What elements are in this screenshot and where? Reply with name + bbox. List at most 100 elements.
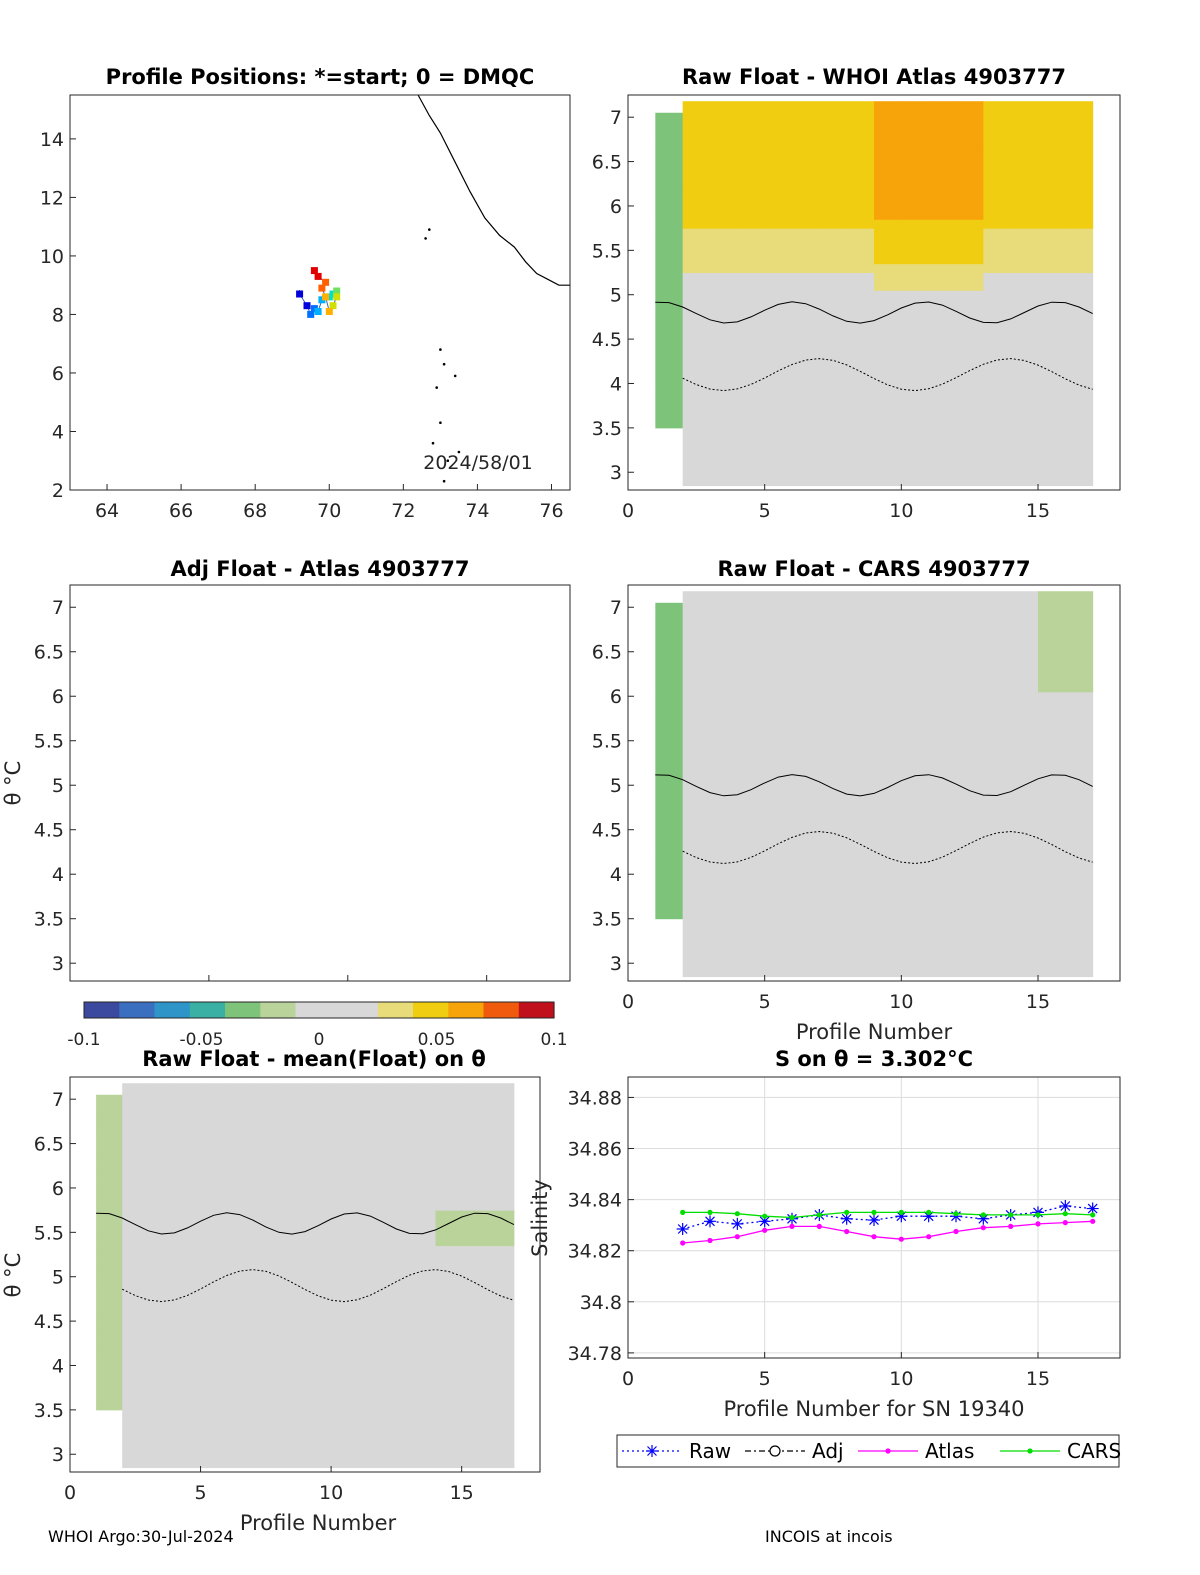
- heatmap-cell: [874, 869, 902, 880]
- heatmap-cell: [357, 1165, 384, 1176]
- heatmap-cell: [383, 1316, 410, 1327]
- heatmap-cell: [764, 591, 793, 595]
- heatmap-cell: [792, 940, 820, 951]
- heatmap-cell: [1038, 334, 1066, 345]
- heatmap-cell: [1065, 789, 1094, 800]
- colorbar-segment: [166, 1002, 179, 1018]
- contour-line-dotted: [121, 1269, 515, 1303]
- heatmap-cell: [655, 829, 684, 840]
- series-point-cars: [1008, 1212, 1014, 1218]
- heatmap-cell: [200, 1139, 228, 1149]
- heatmap-cell: [874, 727, 902, 737]
- heatmap-cell: [874, 887, 902, 897]
- profile-point: [318, 296, 326, 304]
- heatmap-cell: [278, 1219, 306, 1229]
- heatmap-cell: [682, 709, 711, 719]
- heatmap-cell: [252, 1316, 280, 1327]
- heatmap-cell: [710, 780, 738, 791]
- heatmap-cell: [226, 1440, 254, 1451]
- heatmap-cell: [461, 1174, 489, 1185]
- heatmap-cell: [96, 1250, 123, 1260]
- heatmap-cell: [1010, 798, 1039, 808]
- heatmap-cell: [819, 325, 848, 336]
- heatmap-cell: [792, 183, 820, 194]
- heatmap-cell: [792, 458, 820, 469]
- heatmap-cell: [148, 1083, 175, 1087]
- heatmap-cell: [278, 1423, 306, 1433]
- heatmap-cell: [122, 1183, 149, 1193]
- heatmap-cell: [819, 352, 848, 362]
- heatmap-cell: [1010, 932, 1039, 942]
- heatmap-cell: [956, 673, 984, 684]
- heatmap-cell: [874, 914, 902, 924]
- heatmap-cell: [200, 1263, 228, 1273]
- heatmap-cell: [200, 1290, 228, 1300]
- heatmap-cell: [682, 387, 711, 398]
- heatmap-cell: [874, 254, 902, 265]
- heatmap-cell: [226, 1139, 254, 1149]
- heatmap-cell: [792, 414, 820, 424]
- heatmap-cell: [1038, 665, 1066, 675]
- heatmap-cell: [278, 1083, 306, 1087]
- heatmap-cell: [278, 1210, 306, 1220]
- heatmap-cell: [305, 1458, 332, 1469]
- heatmap-cell: [846, 843, 875, 853]
- heatmap-cell: [737, 958, 766, 969]
- heatmap-cell: [764, 860, 793, 871]
- heatmap-cell: [1038, 851, 1066, 862]
- heatmap-cell: [409, 1440, 437, 1451]
- heatmap-cell: [710, 807, 738, 817]
- heatmap-cell: [764, 647, 793, 657]
- heatmap-cell: [983, 896, 1012, 906]
- heatmap-cell: [792, 450, 820, 460]
- heatmap-cell: [792, 423, 820, 433]
- heatmap-cell: [252, 1334, 280, 1344]
- heatmap-cell: [846, 254, 875, 265]
- heatmap-cell: [252, 1112, 280, 1122]
- heatmap-cell: [928, 647, 957, 657]
- heatmap-cell: [928, 851, 957, 862]
- heatmap-cell: [226, 1245, 254, 1256]
- heatmap-cell: [874, 896, 902, 906]
- heatmap-cell: [1038, 967, 1066, 978]
- colorbar-segment: [330, 1002, 344, 1018]
- heatmap-cell: [174, 1148, 202, 1158]
- heatmap-cell: [737, 405, 766, 416]
- heatmap-cell: [1038, 762, 1066, 773]
- heatmap-cell: [655, 285, 684, 296]
- heatmap-cell: [252, 1219, 280, 1229]
- heatmap-cell: [737, 860, 766, 871]
- heatmap-cell: [1038, 166, 1066, 176]
- heatmap-cell: [792, 709, 820, 719]
- heatmap-cell: [819, 887, 848, 897]
- heatmap-cell: [928, 593, 957, 604]
- heatmap-cell: [901, 263, 930, 274]
- heatmap-cell: [174, 1458, 202, 1469]
- heatmap-cell: [1010, 602, 1039, 613]
- heatmap-cell: [819, 458, 848, 469]
- colorbar-segment: [189, 1002, 203, 1018]
- heatmap-cell: [1010, 958, 1039, 969]
- heatmap-cell: [1010, 432, 1039, 442]
- heatmap-cell: [983, 192, 1012, 203]
- ytick-label: 4.5: [592, 820, 622, 842]
- heatmap-cell: [487, 1298, 515, 1309]
- heatmap-cell: [737, 467, 766, 478]
- heatmap-cell: [1038, 237, 1066, 247]
- heatmap-cell: [819, 878, 848, 889]
- heatmap-cell: [792, 673, 820, 684]
- heatmap-cell: [928, 308, 957, 318]
- heatmap-cell: [928, 673, 957, 684]
- heatmap-cell: [682, 414, 711, 424]
- ytick-label: 34.86: [568, 1139, 622, 1161]
- heatmap-cell: [305, 1130, 332, 1140]
- heatmap-cell: [928, 762, 957, 773]
- heatmap-cell: [1038, 718, 1066, 728]
- heatmap-cell: [846, 656, 875, 666]
- heatmap-cell: [461, 1396, 489, 1406]
- heatmap-cell: [435, 1156, 463, 1167]
- heatmap-cell: [901, 843, 930, 853]
- heatmap-cell: [252, 1210, 280, 1220]
- heatmap-cell: [655, 170, 684, 180]
- heatmap-cell: [655, 259, 684, 269]
